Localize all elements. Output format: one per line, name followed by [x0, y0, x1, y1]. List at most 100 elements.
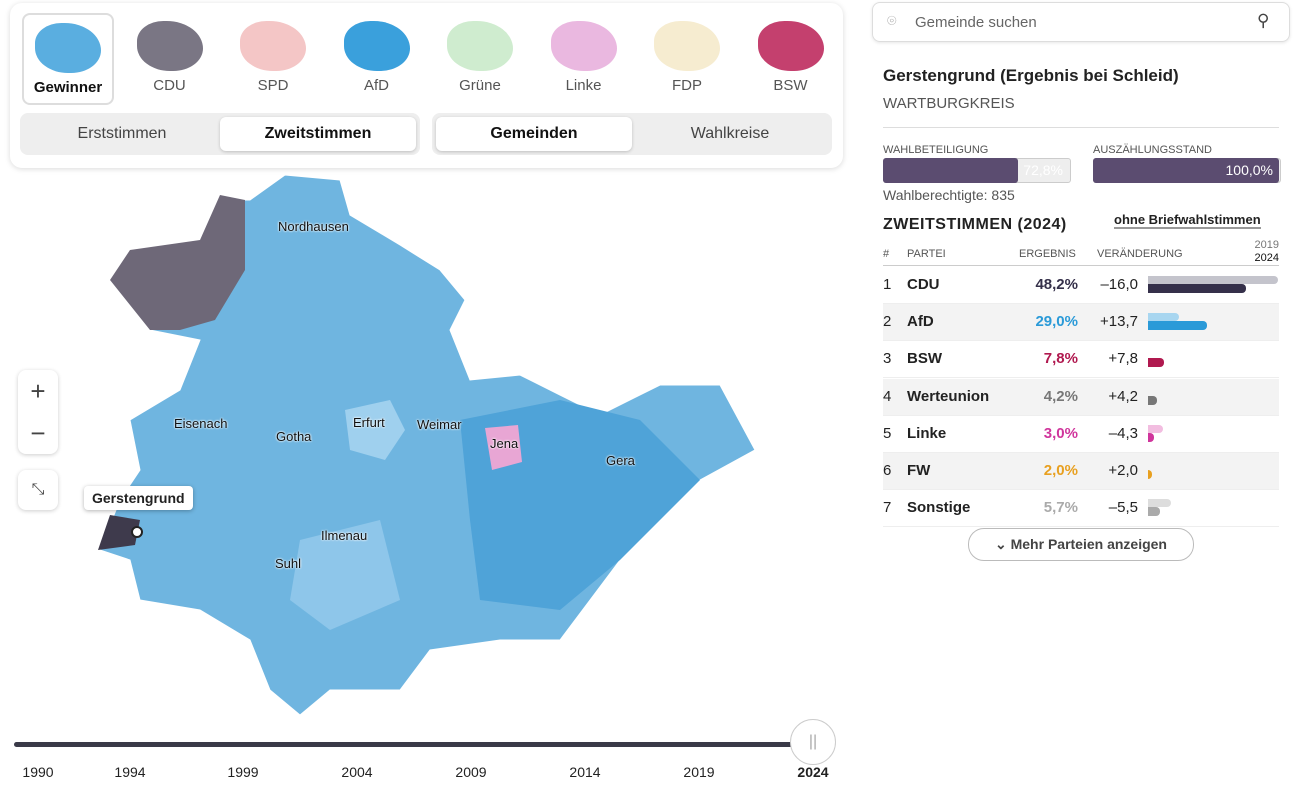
- bar-2024: [1148, 321, 1207, 331]
- reset-zoom[interactable]: ⤡: [18, 470, 58, 510]
- count-label: AUSZÄHLUNGSSTAND: [1093, 144, 1212, 156]
- rank: 1: [883, 276, 892, 293]
- change: +2,0: [1108, 462, 1138, 479]
- party-tab[interactable]: Gewinner: [22, 13, 114, 105]
- change: –4,3: [1108, 424, 1138, 442]
- party-tab[interactable]: Linke: [540, 13, 628, 101]
- city-label: Jena: [490, 436, 519, 451]
- erfurt-area: [345, 400, 405, 460]
- status-bar-label: 72,8%: [1023, 162, 1063, 178]
- detail-title: Gerstengrund (Ergebnis bei Schleid): [883, 66, 1179, 85]
- year-label[interactable]: 1990: [22, 764, 54, 780]
- party-tab[interactable]: SPD: [229, 13, 317, 101]
- tab-map-icon: [550, 21, 617, 71]
- tab-map-icon: [343, 21, 410, 71]
- tab-label: FDP: [672, 77, 702, 94]
- timeline-handle[interactable]: ||: [790, 719, 836, 765]
- year-label[interactable]: 2004: [341, 764, 373, 780]
- tab-label: BSW: [773, 77, 808, 94]
- result: 7,8%: [1043, 350, 1078, 368]
- tab-map-icon: [447, 21, 513, 71]
- rank: 6: [883, 462, 892, 479]
- change: +7,8: [1108, 350, 1138, 368]
- result-row: 1 CDU 48,2% –16,0: [883, 267, 1279, 304]
- result: 48,2%: [1035, 276, 1078, 293]
- change: –16,0: [1100, 276, 1138, 293]
- party-name: BSW: [907, 350, 942, 368]
- result-row: 7 Sonstige 5,7% –5,5: [883, 490, 1279, 528]
- bar-2019: [1148, 424, 1163, 433]
- party-name: AfD: [907, 313, 934, 331]
- zoom-controls: + −: [18, 370, 58, 454]
- toggle-group: Erststimmen Zweitstimmen: [20, 113, 420, 155]
- zoom-in[interactable]: +: [30, 376, 46, 406]
- toggle-option[interactable]: Erststimmen: [77, 125, 167, 142]
- year-label[interactable]: 2019: [683, 764, 715, 780]
- tab-label: Grüne: [459, 77, 501, 94]
- result-row: 2 AfD 29,0% +13,7: [883, 304, 1279, 342]
- rank: 2: [883, 313, 892, 331]
- map: [98, 174, 756, 716]
- tab-map-icon: [35, 23, 101, 73]
- party-name: Sonstige: [907, 499, 971, 517]
- toggle-option[interactable]: Wahlkreise: [690, 125, 770, 142]
- tab-map-icon: [136, 21, 203, 71]
- result: 29,0%: [1035, 313, 1078, 331]
- postal-toggle[interactable]: ohne Briefwahlstimmen: [1114, 212, 1261, 229]
- section-title: ZWEITSTIMMEN (2024): [883, 216, 1067, 233]
- tab-label: SPD: [257, 77, 289, 94]
- bar-2024: [1148, 395, 1157, 405]
- rank: 7: [883, 499, 892, 517]
- tab-map-icon: [240, 21, 306, 71]
- column-header: VERÄNDERUNG: [1097, 248, 1183, 260]
- party-tab[interactable]: AfD: [333, 13, 421, 101]
- bar-2019: [1148, 276, 1279, 284]
- district: WARTBURGKREIS: [883, 95, 1015, 112]
- result: 5,7%: [1043, 499, 1078, 517]
- more-label: Mehr Parteien anzeigen: [1010, 536, 1167, 552]
- detail-panel: ⌾ Gemeinde suchen ⚲ Gerstengrund (Ergebn…: [870, 0, 1293, 802]
- result-row: 3 BSW 7,8% +7,8: [883, 341, 1279, 379]
- year-label[interactable]: 2009: [455, 764, 487, 780]
- change: –5,5: [1108, 499, 1138, 517]
- filter-card: Gewinner CDU SPD AfD Grüne Linke FDP BSW Erststi…: [10, 3, 843, 168]
- year-label[interactable]: 2014: [569, 764, 601, 780]
- year-label[interactable]: 1994: [114, 764, 146, 780]
- party-tab[interactable]: Grüne: [436, 13, 524, 101]
- search-box[interactable]: ⌾ Gemeinde suchen ⚲: [872, 2, 1290, 42]
- year-label[interactable]: 2024: [797, 764, 829, 780]
- toggle-group: Gemeinden Wahlkreise: [432, 113, 832, 155]
- more-button[interactable]: ⌄ Mehr Parteien anzeigen: [968, 528, 1194, 561]
- bar-2024: [1148, 507, 1160, 517]
- city-label: Gera: [606, 453, 635, 468]
- status-bar-label: 100,0%: [1225, 162, 1273, 178]
- header-rule: [883, 265, 1279, 266]
- column-header: PARTEI: [907, 248, 946, 260]
- party-tab[interactable]: BSW: [747, 13, 835, 101]
- party-tab[interactable]: CDU: [126, 13, 214, 101]
- column-header: #: [883, 248, 890, 260]
- bar-2024: [1148, 470, 1153, 479]
- year-label[interactable]: 1999: [227, 764, 259, 780]
- city-label: Ilmenau: [321, 528, 368, 543]
- change: +13,7: [1100, 313, 1138, 331]
- tab-map-icon: [757, 21, 824, 71]
- tab-label: Gewinner: [33, 79, 103, 96]
- party-tab[interactable]: FDP: [643, 13, 731, 101]
- party-name: FW: [907, 462, 931, 479]
- tab-map-icon: [654, 21, 720, 71]
- bar-2024: [1148, 284, 1246, 293]
- toggle-option[interactable]: Gemeinden: [436, 117, 632, 151]
- result: 4,2%: [1043, 387, 1078, 405]
- toggle-option[interactable]: Zweitstimmen: [220, 117, 416, 151]
- bar-2024: [1148, 432, 1155, 442]
- party-name: Linke: [907, 424, 947, 442]
- result-row: 4 Werteunion 4,2% +4,2: [883, 378, 1279, 416]
- zoom-out[interactable]: −: [30, 418, 46, 448]
- bar-year: 2024: [1254, 252, 1279, 264]
- location-pin: [131, 526, 143, 538]
- bar-2019: [1148, 499, 1171, 508]
- city-label: Erfurt: [353, 415, 385, 430]
- tab-label: Linke: [565, 77, 602, 94]
